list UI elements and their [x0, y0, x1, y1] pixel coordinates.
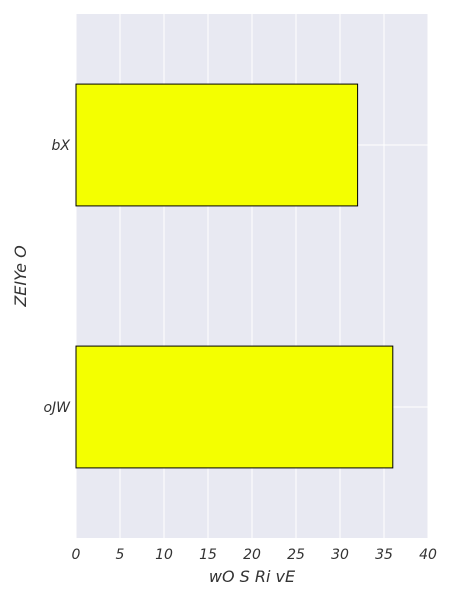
- bar-oJW: [75, 345, 394, 469]
- x-tick-label: 15: [199, 547, 217, 563]
- y-tick-label: oJW: [43, 400, 71, 416]
- x-tick-label: 10: [155, 547, 173, 563]
- y-axis-title: ZEIYe O: [11, 245, 30, 307]
- x-tick-label: 20: [243, 547, 261, 563]
- x-tick-label: 0: [72, 547, 81, 563]
- x-tick-labels: 0 5 10 15 20 25 30 35 40: [72, 547, 437, 563]
- x-axis-title: wO S Ri vE: [209, 567, 296, 586]
- bar-bX: [75, 83, 359, 207]
- x-tick-label: 40: [419, 547, 437, 563]
- x-tick-label: 25: [287, 547, 305, 563]
- bars: [75, 83, 394, 469]
- x-tick-label: 30: [331, 547, 349, 563]
- y-tick-label: bX: [52, 138, 71, 154]
- x-tick-label: 35: [375, 547, 393, 563]
- x-tick-label: 5: [116, 547, 125, 563]
- y-tick-labels: bX oJW: [43, 138, 71, 416]
